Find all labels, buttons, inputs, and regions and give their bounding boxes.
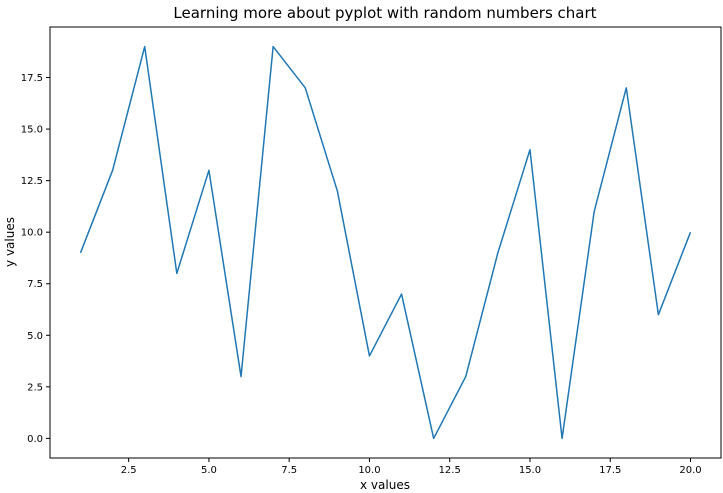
y-axis-label: y values	[3, 217, 17, 267]
plot-area	[49, 26, 722, 459]
x-tick-label: 12.5	[439, 465, 461, 476]
series-line	[79, 45, 692, 440]
y-tick-label: 2.5	[27, 382, 43, 393]
y-tick-label: 15.0	[21, 125, 43, 136]
series-layer	[79, 45, 692, 440]
x-tick-label: 10.0	[358, 465, 380, 476]
y-tick-label: 17.5	[21, 73, 43, 84]
chart-title: Learning more about pyplot with random n…	[173, 4, 596, 22]
x-axis-ticks: 2.5 5.0 7.5 10.0 12.5 15.0 17.5 20.0	[121, 458, 702, 476]
y-tick-label: 12.5	[21, 176, 43, 187]
x-tick-label: 15.0	[519, 465, 541, 476]
y-tick-label: 5.0	[27, 331, 43, 342]
x-tick-label: 5.0	[201, 465, 217, 476]
y-tick-label: 10.0	[21, 228, 43, 239]
x-tick-label: 17.5	[599, 465, 621, 476]
y-axis-ticks: 0.0 2.5 5.0 7.5 10.0 12.5 15.0 17.5	[21, 73, 50, 445]
x-axis-label: x values	[360, 478, 410, 492]
x-tick-label: 20.0	[679, 465, 701, 476]
y-tick-label: 0.0	[27, 434, 43, 445]
y-tick-label: 7.5	[27, 279, 43, 290]
x-tick-label: 7.5	[281, 465, 297, 476]
x-tick-label: 2.5	[121, 465, 137, 476]
